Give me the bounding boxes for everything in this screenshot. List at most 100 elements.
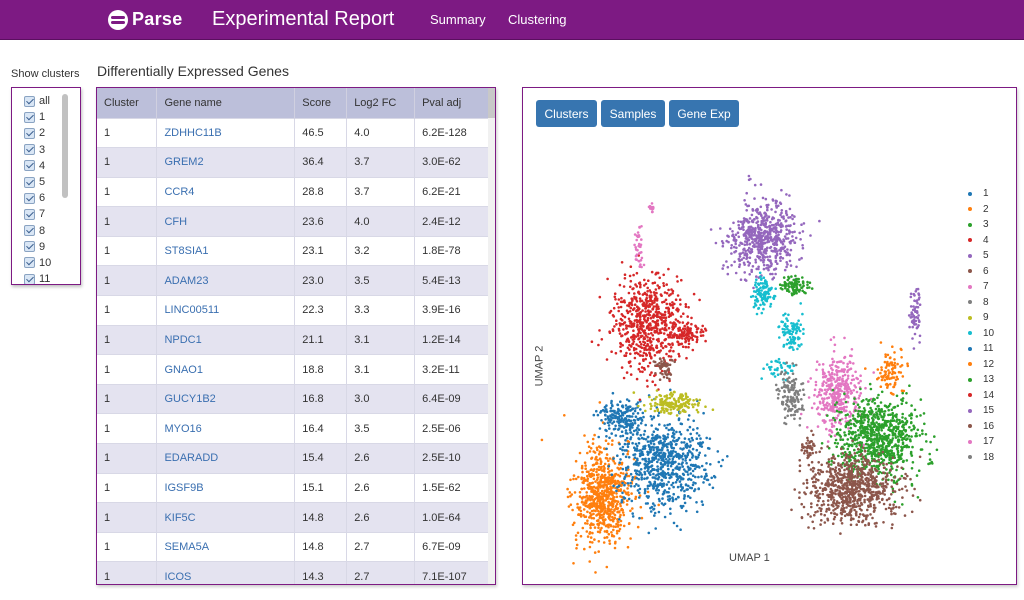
checkbox-checked-icon[interactable] [24, 241, 35, 253]
checkbox-checked-icon[interactable] [24, 273, 35, 284]
cell-log2fc: 4.0 [346, 206, 416, 237]
parse-logo[interactable]: Parse [108, 9, 183, 30]
col-header-gene-name[interactable]: Gene name [156, 88, 296, 118]
legend-item[interactable]: 3 [968, 217, 994, 233]
col-header-score[interactable]: Score [294, 88, 348, 118]
nav-summary[interactable]: Summary [430, 12, 486, 27]
legend-item[interactable]: 18 [968, 450, 994, 466]
cell-score: 14.3 [294, 561, 348, 584]
cluster-checkbox-6[interactable]: 6 [24, 190, 51, 206]
cluster-checkbox-9[interactable]: 9 [24, 239, 51, 255]
legend-item[interactable]: 7 [968, 279, 994, 295]
checkbox-checked-icon[interactable] [24, 111, 35, 123]
table-row[interactable]: 1 SEMA5A 14.8 2.7 6.7E-09 [97, 531, 489, 562]
umap-scatter-plot[interactable] [523, 88, 1018, 586]
cell-gene-name[interactable]: ICOS [156, 561, 296, 584]
legend-item[interactable]: 13 [968, 372, 994, 388]
legend-item[interactable]: 15 [968, 403, 994, 419]
cluster-checkbox-11[interactable]: 11 [24, 271, 51, 284]
checkbox-checked-icon[interactable] [24, 192, 35, 204]
checkbox-checked-icon[interactable] [24, 160, 35, 172]
cluster-checkbox-all[interactable]: all [24, 93, 51, 109]
legend-item[interactable]: 4 [968, 233, 994, 249]
checkbox-checked-icon[interactable] [24, 225, 35, 237]
table-row[interactable]: 1 ZDHHC11B 46.5 4.0 6.2E-128 [97, 117, 489, 148]
cell-score: 23.6 [294, 206, 348, 237]
cell-gene-name[interactable]: LINC00511 [156, 295, 296, 326]
legend-item[interactable]: 14 [968, 388, 994, 404]
table-row[interactable]: 1 ST8SIA1 23.1 3.2 1.8E-78 [97, 235, 489, 266]
legend-item[interactable]: 12 [968, 357, 994, 373]
legend-dot-icon [968, 315, 972, 320]
cell-gene-name[interactable]: ZDHHC11B [156, 117, 296, 148]
samples-button[interactable]: Samples [601, 100, 665, 127]
cluster-checkbox-8[interactable]: 8 [24, 223, 51, 239]
table-scrollbar[interactable] [488, 88, 495, 584]
cluster-checkbox-7[interactable]: 7 [24, 206, 51, 222]
clusters-button[interactable]: Clusters [536, 100, 597, 127]
checkbox-checked-icon[interactable] [24, 127, 35, 139]
table-row[interactable]: 1 LINC00511 22.3 3.3 3.9E-16 [97, 295, 489, 326]
cell-gene-name[interactable]: KIF5C [156, 502, 296, 533]
cell-gene-name[interactable]: CCR4 [156, 176, 296, 207]
legend-item[interactable]: 6 [968, 264, 994, 280]
legend-item[interactable]: 2 [968, 202, 994, 218]
cluster-list: all 1 2 3 4 5 6 7 8 9 10 11 [24, 93, 51, 284]
col-header-pval-adj[interactable]: Pval adj [414, 88, 489, 118]
legend-item[interactable]: 5 [968, 248, 994, 264]
table-row[interactable]: 1 CCR4 28.8 3.7 6.2E-21 [97, 176, 489, 207]
cluster-checkbox-4[interactable]: 4 [24, 158, 51, 174]
legend-dot-icon [968, 424, 972, 429]
legend-item[interactable]: 1 [968, 186, 994, 202]
table-row[interactable]: 1 KIF5C 14.8 2.6 1.0E-64 [97, 502, 489, 533]
umap-cluster-points [632, 389, 715, 417]
checkbox-checked-icon[interactable] [24, 176, 35, 188]
checkbox-checked-icon[interactable] [24, 144, 35, 156]
table-row[interactable]: 1 GUCY1B2 16.8 3.0 6.4E-09 [97, 383, 489, 414]
cell-gene-name[interactable]: SEMA5A [156, 531, 296, 562]
nav-clustering[interactable]: Clustering [508, 12, 567, 27]
col-header-log2fc[interactable]: Log2 FC [346, 88, 416, 118]
cluster-list-scrollbar[interactable] [62, 94, 68, 198]
table-row[interactable]: 1 CFH 23.6 4.0 2.4E-12 [97, 206, 489, 237]
cell-gene-name[interactable]: IGSF9B [156, 472, 296, 503]
cell-gene-name[interactable]: GNAO1 [156, 354, 296, 385]
legend-item[interactable]: 16 [968, 419, 994, 435]
cell-cluster: 1 [97, 147, 158, 178]
table-row[interactable]: 1 ADAM23 23.0 3.5 5.4E-13 [97, 265, 489, 296]
col-header-cluster[interactable]: Cluster [97, 88, 158, 118]
cell-gene-name[interactable]: GREM2 [156, 147, 296, 178]
legend-item[interactable]: 17 [968, 434, 994, 450]
cell-gene-name[interactable]: ST8SIA1 [156, 235, 296, 266]
cell-gene-name[interactable]: CFH [156, 206, 296, 237]
cluster-checkbox-label: 5 [39, 176, 46, 189]
legend-item[interactable]: 10 [968, 326, 994, 342]
table-row[interactable]: 1 IGSF9B 15.1 2.6 1.5E-62 [97, 472, 489, 503]
cluster-checkbox-10[interactable]: 10 [24, 255, 51, 271]
legend-item[interactable]: 11 [968, 341, 994, 357]
umap-cluster-points [798, 429, 823, 462]
checkbox-checked-icon[interactable] [24, 95, 35, 107]
cluster-checkbox-5[interactable]: 5 [24, 174, 51, 190]
cell-gene-name[interactable]: GUCY1B2 [156, 383, 296, 414]
checkbox-checked-icon[interactable] [24, 208, 35, 220]
legend-item[interactable]: 9 [968, 310, 994, 326]
table-row[interactable]: 1 ICOS 14.3 2.7 7.1E-107 [97, 561, 489, 584]
legend-item[interactable]: 8 [968, 295, 994, 311]
cell-gene-name[interactable]: MYO16 [156, 413, 296, 444]
table-row[interactable]: 1 GREM2 36.4 3.7 3.0E-62 [97, 147, 489, 178]
cluster-checkbox-2[interactable]: 2 [24, 125, 51, 141]
cell-gene-name[interactable]: ADAM23 [156, 265, 296, 296]
cell-gene-name[interactable]: NPDC1 [156, 324, 296, 355]
table-row[interactable]: 1 GNAO1 18.8 3.1 3.2E-11 [97, 354, 489, 385]
cell-cluster: 1 [97, 443, 158, 474]
cluster-checkbox-3[interactable]: 3 [24, 142, 51, 158]
gene-exp-button[interactable]: Gene Exp [669, 100, 739, 127]
table-scrollbar-thumb[interactable] [488, 88, 495, 118]
cluster-checkbox-1[interactable]: 1 [24, 109, 51, 125]
table-row[interactable]: 1 MYO16 16.4 3.5 2.5E-06 [97, 413, 489, 444]
cell-gene-name[interactable]: EDARADD [156, 443, 296, 474]
table-row[interactable]: 1 EDARADD 15.4 2.6 2.5E-10 [97, 443, 489, 474]
table-row[interactable]: 1 NPDC1 21.1 3.1 1.2E-14 [97, 324, 489, 355]
checkbox-checked-icon[interactable] [24, 257, 35, 269]
